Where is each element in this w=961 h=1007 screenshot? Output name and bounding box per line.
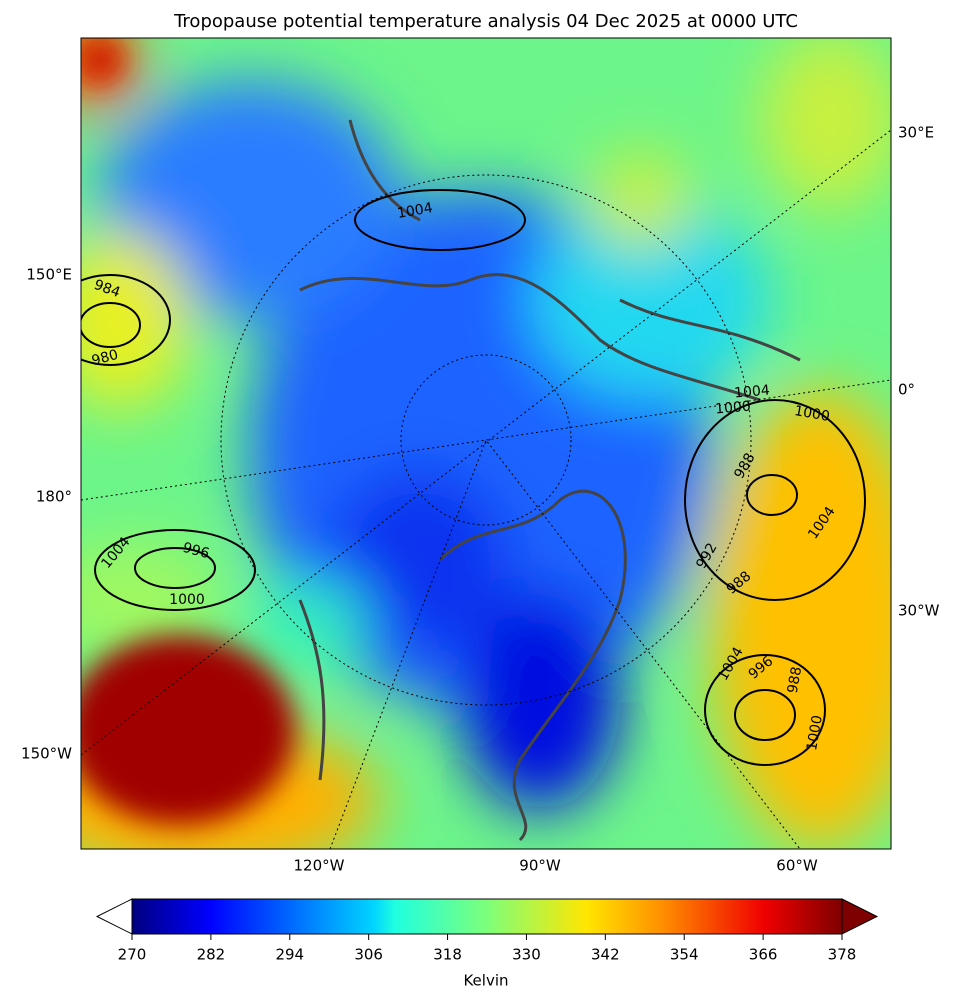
- graticule-label: 30°W: [898, 602, 940, 620]
- contour-label: 1004: [734, 382, 771, 401]
- colorbar-tick-label: 378: [828, 946, 857, 964]
- colorbar-tick-label: 270: [118, 946, 147, 964]
- colorbar-tick-label: 318: [433, 946, 462, 964]
- graticule-label: 30°E: [898, 124, 934, 142]
- contour-label: 980: [90, 347, 120, 369]
- map-frame: [80, 37, 892, 850]
- title: Tropopause potential temperature analysi…: [173, 11, 798, 32]
- contour-label: 1000: [169, 592, 205, 608]
- graticule-label: 120°W: [294, 857, 345, 875]
- colorbar-frame: [131, 898, 843, 935]
- graticule-label: 90°W: [519, 857, 561, 875]
- colorbar-tick-label: 282: [197, 946, 226, 964]
- colorbar-under: [95, 898, 133, 935]
- colorbar-tick-label: 306: [354, 946, 383, 964]
- graticule-label: 150°W: [21, 745, 72, 763]
- colorbar-tick-label: 330: [512, 946, 541, 964]
- graticule-label: 180°: [36, 488, 72, 506]
- contour-label: 1004: [396, 200, 434, 222]
- graticule-label: 0°: [898, 381, 915, 399]
- contour-label: 996: [181, 540, 211, 562]
- colorbar-over: [841, 898, 879, 935]
- colorbar-label: Kelvin: [463, 972, 508, 990]
- graticule-label: 150°E: [26, 266, 72, 284]
- map-field: [81, 38, 891, 849]
- contour-label: 1000: [804, 714, 826, 752]
- colorbar-tick-label: 294: [275, 946, 304, 964]
- contour-label: 1000: [715, 398, 752, 417]
- colorbar-tick-label: 354: [670, 946, 699, 964]
- colorbar: [132, 899, 842, 934]
- contour-label: 1000: [793, 403, 831, 425]
- colorbar-tick-label: 366: [749, 946, 778, 964]
- graticule-label: 60°W: [776, 857, 818, 875]
- contour-label: 988: [785, 665, 805, 694]
- colorbar-tick-label: 342: [591, 946, 620, 964]
